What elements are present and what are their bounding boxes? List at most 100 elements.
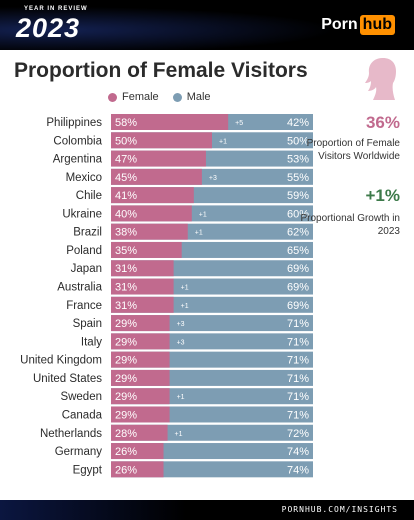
bar-female [111,187,194,204]
legend-swatch-female [108,92,117,102]
data-label-male: 71% [287,318,309,330]
bar-female [111,443,164,460]
data-label-female: 26% [115,464,137,476]
growth-label: +1 [181,303,189,310]
growth-label: +3 [209,175,217,182]
legend-label-female: Female [122,91,159,103]
bar-female [111,278,174,295]
data-label-male: 60% [287,208,309,220]
chart-legend: Female Male [108,91,225,103]
growth-label: +1 [181,285,189,292]
growth-label: +3 [177,339,185,346]
bar-female [111,351,170,368]
data-label-male: 55% [287,172,309,184]
data-label-female: 50% [115,135,137,147]
category-label: Canada [62,409,103,421]
data-label-male: 65% [287,245,309,257]
bar-female [111,168,202,185]
data-label-female: 31% [115,300,137,312]
data-label-male: 71% [287,391,309,403]
data-label-female: 47% [115,154,137,166]
data-label-male: 69% [287,282,309,294]
data-label-female: 29% [115,409,137,421]
logo-text-part1: Porn [321,16,358,33]
chart-title: Proportion of Female Visitors [14,59,308,82]
bar-female [111,132,212,149]
growth-label: +1 [219,138,227,145]
year-in-review-ribbon: YEAR IN REVIEW [24,6,88,12]
category-label: Italy [81,336,102,348]
bar-female [111,424,168,441]
category-label: Brazil [73,227,102,239]
data-label-female: 29% [115,373,137,385]
data-label-male: 69% [287,263,309,275]
category-label: Germany [55,446,103,458]
data-label-male: 69% [287,300,309,312]
data-label-female: 35% [115,245,137,257]
category-label: Chile [76,190,102,202]
category-label: Philippines [46,117,102,129]
female-percentage-label: Proportion of Female Visitors Worldwide [306,138,400,162]
category-label: Netherlands [40,428,102,440]
header-bar: YEAR IN REVIEW 2023 Porn hub [0,0,414,50]
bar-female [111,315,170,332]
data-label-female: 29% [115,391,137,403]
category-label: Argentina [53,154,103,166]
category-label: United States [33,373,102,385]
data-label-male: 53% [287,154,309,166]
category-label: Egypt [73,464,103,476]
growth-stat: +1% [365,186,401,205]
category-label: France [66,300,102,312]
female-silhouette-icon [365,58,396,100]
bar-female [111,241,182,258]
growth-label: +1 [175,431,183,438]
bar-female [111,333,170,350]
bar-female [111,260,174,277]
category-label: Spain [73,318,102,330]
growth-label: +1 [195,230,203,237]
data-label-male: 71% [287,336,309,348]
footer-url[interactable]: PORNHUB.COM/INSIGHTS [281,505,398,514]
legend-item-male: Male [172,91,211,103]
data-label-male: 50% [287,135,309,147]
header-glow [0,0,414,50]
brand-logo[interactable]: Porn hub [321,15,395,35]
data-label-female: 31% [115,282,137,294]
data-label-male: 72% [287,428,309,440]
year-in-review-year: 2023 [16,13,81,43]
bar-female [111,150,206,167]
category-label: Poland [66,245,102,257]
category-label: Colombia [53,135,102,147]
data-label-male: 71% [287,373,309,385]
category-label: Japan [71,263,102,275]
bar-female [111,114,229,130]
bar-female [111,205,192,222]
legend-label-male: Male [186,91,211,103]
data-label-male: 71% [287,409,309,421]
footer-glow [0,500,414,520]
logo-text-part2: hub [359,15,395,35]
category-label: Ukraine [62,208,102,220]
bar-female [111,369,170,386]
data-label-female: 45% [115,172,137,184]
data-label-male: 42% [287,117,309,129]
data-label-female: 41% [115,190,137,202]
data-label-female: 29% [115,355,137,367]
bar-female [111,461,164,478]
category-label: Mexico [66,172,102,184]
growth-label: +3 [177,321,185,328]
data-label-male: 74% [287,464,309,476]
data-label-female: 26% [115,446,137,458]
data-label-male: 74% [287,446,309,458]
data-label-female: 28% [115,428,137,440]
data-label-male: 71% [287,355,309,367]
data-label-female: 58% [115,117,137,129]
growth-label: +1 [199,211,207,218]
category-label: Sweden [60,391,102,403]
growth-label: Proportional Growth in 2023 [300,213,401,237]
legend-swatch-male [172,92,182,102]
stacked-bar-chart: Philippines 58% 42% +5 Colombia 50% 50% +1 Argen… [20,114,313,478]
category-label: United Kingdom [20,355,102,367]
bar-female [111,406,170,423]
